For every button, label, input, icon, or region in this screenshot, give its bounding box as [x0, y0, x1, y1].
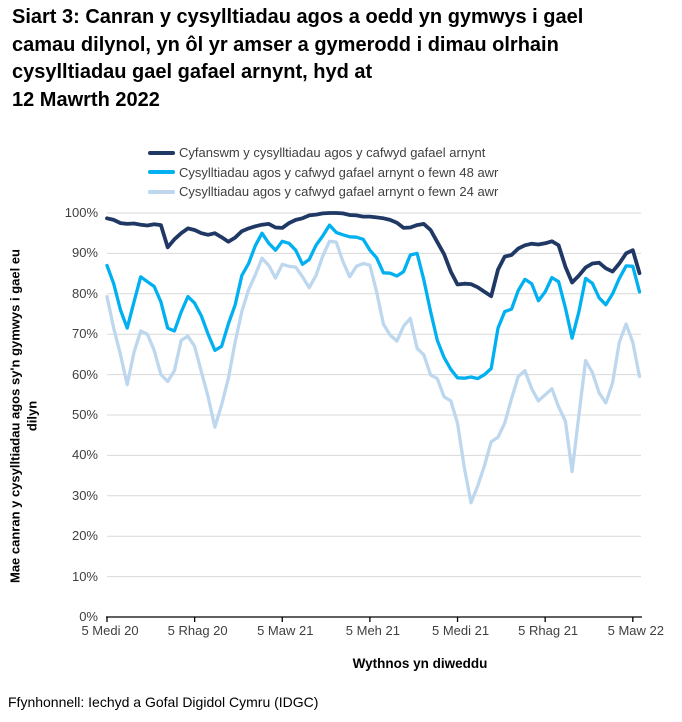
y-tick-label: 20%	[71, 528, 98, 544]
series-24hr-line	[105, 239, 642, 505]
series-48hr-line	[105, 223, 642, 381]
x-tick-label: 5 Maw 22	[607, 623, 664, 638]
y-axis-title: Mae canran y cysylltiadau agos sy'n gymw…	[7, 249, 40, 584]
page-title: Siart 3: Canran y cysylltiadau agos a oe…	[12, 6, 584, 111]
y-tick-label: 10%	[71, 568, 98, 584]
y-tick-label: 0%	[79, 609, 98, 624]
legend-item-48hr: Cysylltiadau agos y cafwyd gafael arnynt…	[148, 163, 498, 183]
24hr-line-swatch	[148, 189, 175, 194]
y-tick-label: 60%	[71, 366, 98, 382]
x-tick-label: 5 Meh 21	[345, 623, 400, 638]
legend-label-total: Cyfanswm y cysylltiadau agos y cafwyd ga…	[179, 145, 486, 161]
legend-item-total: Cyfanswm y cysylltiadau agos y cafwyd ga…	[148, 143, 498, 163]
y-tick-label: 90%	[71, 245, 98, 261]
x-tick-label: 5 Medi 20	[81, 623, 139, 638]
48hr-line-swatch	[148, 170, 175, 175]
y-tick-label: 40%	[71, 447, 98, 463]
legend-item-24hr: Cysylltiadau agos y cafwyd gafael arnynt…	[148, 182, 498, 202]
x-tick-label: 5 Rhag 20	[167, 623, 228, 638]
source-note: Ffynhonnell: Iechyd a Gofal Digidol Cymr…	[8, 694, 319, 710]
y-tick-label: 30%	[71, 487, 98, 503]
y-tick-label: 80%	[71, 285, 98, 301]
total-line-swatch	[148, 150, 175, 155]
legend-label-24hr: Cysylltiadau agos y cafwyd gafael arnynt…	[179, 184, 499, 200]
series-total-line	[105, 211, 642, 299]
y-tick-label: 50%	[71, 407, 98, 422]
x-tick-label: 5 Rhag 21	[518, 623, 579, 638]
x-tick-label: 5 Maw 21	[257, 623, 314, 638]
x-axis-title: Wythnos yn diweddu	[352, 656, 488, 671]
legend-label-48hr: Cysylltiadau agos y cafwyd gafael arnynt…	[179, 164, 499, 180]
legend: Cyfanswm y cysylltiadau agos y cafwyd ga…	[148, 143, 498, 202]
y-tick-label: 70%	[71, 326, 98, 342]
y-tick-label: 100%	[64, 205, 98, 220]
x-tick-label: 5 Medi 21	[431, 623, 490, 638]
